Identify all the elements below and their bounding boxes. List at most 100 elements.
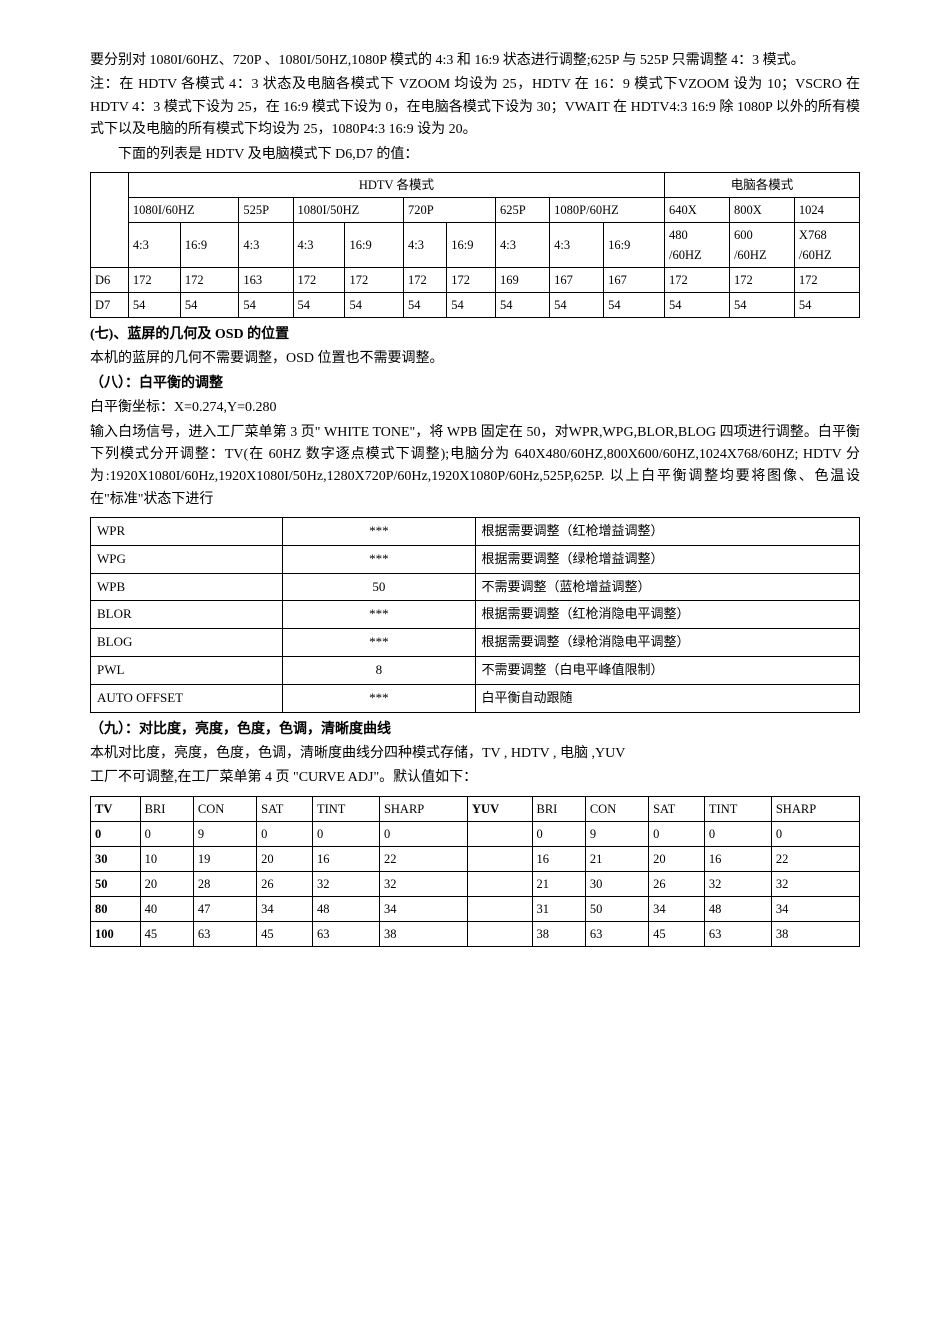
col-720p: 720P: [403, 197, 495, 222]
hdtv-header: HDTV 各模式: [128, 172, 664, 197]
wb-value: ***: [283, 684, 475, 712]
wb-param: WPB: [91, 573, 283, 601]
th: BRI: [532, 796, 585, 821]
cell: 16: [532, 846, 585, 871]
wb-value: ***: [283, 545, 475, 573]
sub-cell: 4:3: [403, 222, 446, 267]
cell: 48: [704, 896, 771, 921]
cell: 80: [91, 896, 141, 921]
cell: 54: [345, 292, 404, 317]
th: TINT: [704, 796, 771, 821]
col-800x: 800X: [729, 197, 794, 222]
cell: 172: [447, 267, 496, 292]
cell: 54: [794, 292, 859, 317]
wb-desc: 根据需要调整（绿枪增益调整）: [475, 545, 860, 573]
cell: 54: [550, 292, 604, 317]
cell: 63: [193, 921, 256, 946]
table-row: AUTO OFFSET *** 白平衡自动跟随: [91, 684, 860, 712]
sub-cell: 4:3: [239, 222, 293, 267]
wb-desc: 不需要调整（蓝枪增益调整）: [475, 573, 860, 601]
cell: 38: [771, 921, 859, 946]
cell: [468, 871, 532, 896]
cell: 20: [140, 871, 193, 896]
row-label: D7: [91, 292, 129, 317]
cell: 172: [345, 267, 404, 292]
cell: 28: [193, 871, 256, 896]
cell: 38: [532, 921, 585, 946]
cell: 0: [704, 821, 771, 846]
cell: 54: [293, 292, 345, 317]
sub-cell: X768 /60HZ: [794, 222, 859, 267]
cell: 54: [664, 292, 729, 317]
wb-desc: 根据需要调整（红枪消隐电平调整）: [475, 601, 860, 629]
cell: 22: [771, 846, 859, 871]
table-row: 0 0 9 0 0 0 0 9 0 0 0: [91, 821, 860, 846]
th: SAT: [649, 796, 705, 821]
table-header-row: TV BRI CON SAT TINT SHARP YUV BRI CON SA…: [91, 796, 860, 821]
cell: 16: [312, 846, 379, 871]
cell: 10: [140, 846, 193, 871]
col-625p: 625P: [496, 197, 550, 222]
cell: 0: [91, 821, 141, 846]
curve-adj-table: TV BRI CON SAT TINT SHARP YUV BRI CON SA…: [90, 796, 860, 947]
intro-p1: 要分别对 1080I/60HZ、720P 、1080I/50HZ,1080P 模…: [90, 50, 860, 72]
cell: 26: [257, 871, 313, 896]
table-row: WPB 50 不需要调整（蓝枪增益调整）: [91, 573, 860, 601]
table-row: BLOR *** 根据需要调整（红枪消隐电平调整）: [91, 601, 860, 629]
col-1080i50: 1080I/50HZ: [293, 197, 403, 222]
cell: 21: [532, 871, 585, 896]
pc-header: 电脑各模式: [664, 172, 859, 197]
cell: 0: [140, 821, 193, 846]
cell: 172: [403, 267, 446, 292]
cell: 38: [379, 921, 467, 946]
cell: 32: [771, 871, 859, 896]
cell: 16: [704, 846, 771, 871]
cell: 9: [585, 821, 648, 846]
table-row: D7 54 54 54 54 54 54 54 54 54 54 54 54 5…: [91, 292, 860, 317]
cell: 45: [649, 921, 705, 946]
cell: 50: [585, 896, 648, 921]
cell: 30: [91, 846, 141, 871]
cell: 172: [180, 267, 239, 292]
section8-title: （八）：白平衡的调整: [90, 373, 860, 395]
cell: 54: [447, 292, 496, 317]
section7-title: (七)、蓝屏的几何及 OSD 的位置: [90, 324, 860, 346]
wb-param: BLOG: [91, 629, 283, 657]
sub-cell: 16:9: [604, 222, 665, 267]
cell: 19: [193, 846, 256, 871]
sub-cell: 480 /60HZ: [664, 222, 729, 267]
hdtv-pc-table: HDTV 各模式 电脑各模式 1080I/60HZ 525P 1080I/50H…: [90, 172, 860, 318]
th: BRI: [140, 796, 193, 821]
cell: 50: [91, 871, 141, 896]
table-row: 100 45 63 45 63 38 38 63 45 63 38: [91, 921, 860, 946]
table-row: 50 20 28 26 32 32 21 30 26 32 32: [91, 871, 860, 896]
table-row: 30 10 19 20 16 22 16 21 20 16 22: [91, 846, 860, 871]
table-row: WPG *** 根据需要调整（绿枪增益调整）: [91, 545, 860, 573]
wb-value: ***: [283, 601, 475, 629]
table-row: 80 40 47 34 48 34 31 50 34 48 34: [91, 896, 860, 921]
wb-value: ***: [283, 629, 475, 657]
sub-cell: 4:3: [550, 222, 604, 267]
th: SAT: [257, 796, 313, 821]
th: SHARP: [379, 796, 467, 821]
col-1080i60: 1080I/60HZ: [128, 197, 238, 222]
cell: 54: [729, 292, 794, 317]
wb-value: 50: [283, 573, 475, 601]
cell: 0: [379, 821, 467, 846]
cell: 20: [649, 846, 705, 871]
wb-param: PWL: [91, 657, 283, 685]
sub-cell: 600 /60HZ: [729, 222, 794, 267]
cell: 167: [604, 267, 665, 292]
cell: 0: [771, 821, 859, 846]
cell: 54: [239, 292, 293, 317]
cell: 34: [379, 896, 467, 921]
cell: 100: [91, 921, 141, 946]
intro-p3: 下面的列表是 HDTV 及电脑模式下 D6,D7 的值：: [90, 144, 860, 166]
cell: 54: [180, 292, 239, 317]
cell: 9: [193, 821, 256, 846]
section9-p2: 工厂不可调整,在工厂菜单第 4 页 "CURVE ADJ"。默认值如下：: [90, 767, 860, 789]
cell: 22: [379, 846, 467, 871]
wb-desc: 根据需要调整（红枪增益调整）: [475, 518, 860, 546]
sub-cell: 16:9: [447, 222, 496, 267]
th: SHARP: [771, 796, 859, 821]
